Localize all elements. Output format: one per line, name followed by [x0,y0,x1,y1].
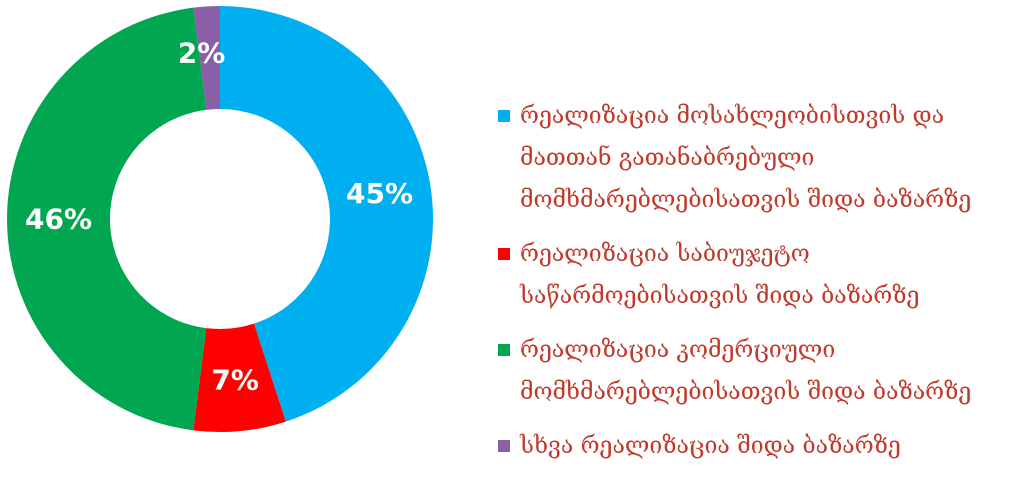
legend-swatch-commercial [498,344,510,356]
donut-chart: 45% 7% 46% 2% [0,0,460,439]
donut-chart-svg: 45% 7% 46% 2% [7,6,434,432]
slice-other [193,6,220,110]
slice-budget [193,323,286,432]
slice-label-budget: 7% [211,363,259,396]
legend-item-other: სხვა რეალიზაცია შიდა ბაზარზე [496,425,1016,467]
legend-swatch-households [498,110,510,122]
chart-legend: რეალიზაცია მოსახლეობისთვის და მათთან გათ… [496,95,1016,479]
legend-item-households: რეალიზაცია მოსახლეობისთვის და მათთან გათ… [496,95,1016,221]
legend-swatch-budget [498,248,510,260]
slice-label-other: 2% [178,36,226,69]
legend-label-commercial: რეალიზაცია კომერციული მომხმარებლებისათვი… [520,337,972,405]
legend-swatch-other [498,440,510,452]
slice-label-commercial: 46% [25,203,92,236]
legend-label-other: სხვა რეალიზაცია შიდა ბაზარზე [520,433,901,459]
legend-label-households: რეალიზაცია მოსახლეობისთვის და მათთან გათ… [520,103,972,213]
slice-commercial [7,7,207,431]
slice-label-households: 45% [346,177,413,210]
legend-item-budget: რეალიზაცია საბიუჯეტო საწარმოებისათვის ში… [496,233,1016,317]
slice-households [220,6,434,422]
legend-item-commercial: რეალიზაცია კომერციული მომხმარებლებისათვი… [496,329,1016,413]
legend-label-budget: რეალიზაცია საბიუჯეტო საწარმოებისათვის ში… [520,241,920,309]
